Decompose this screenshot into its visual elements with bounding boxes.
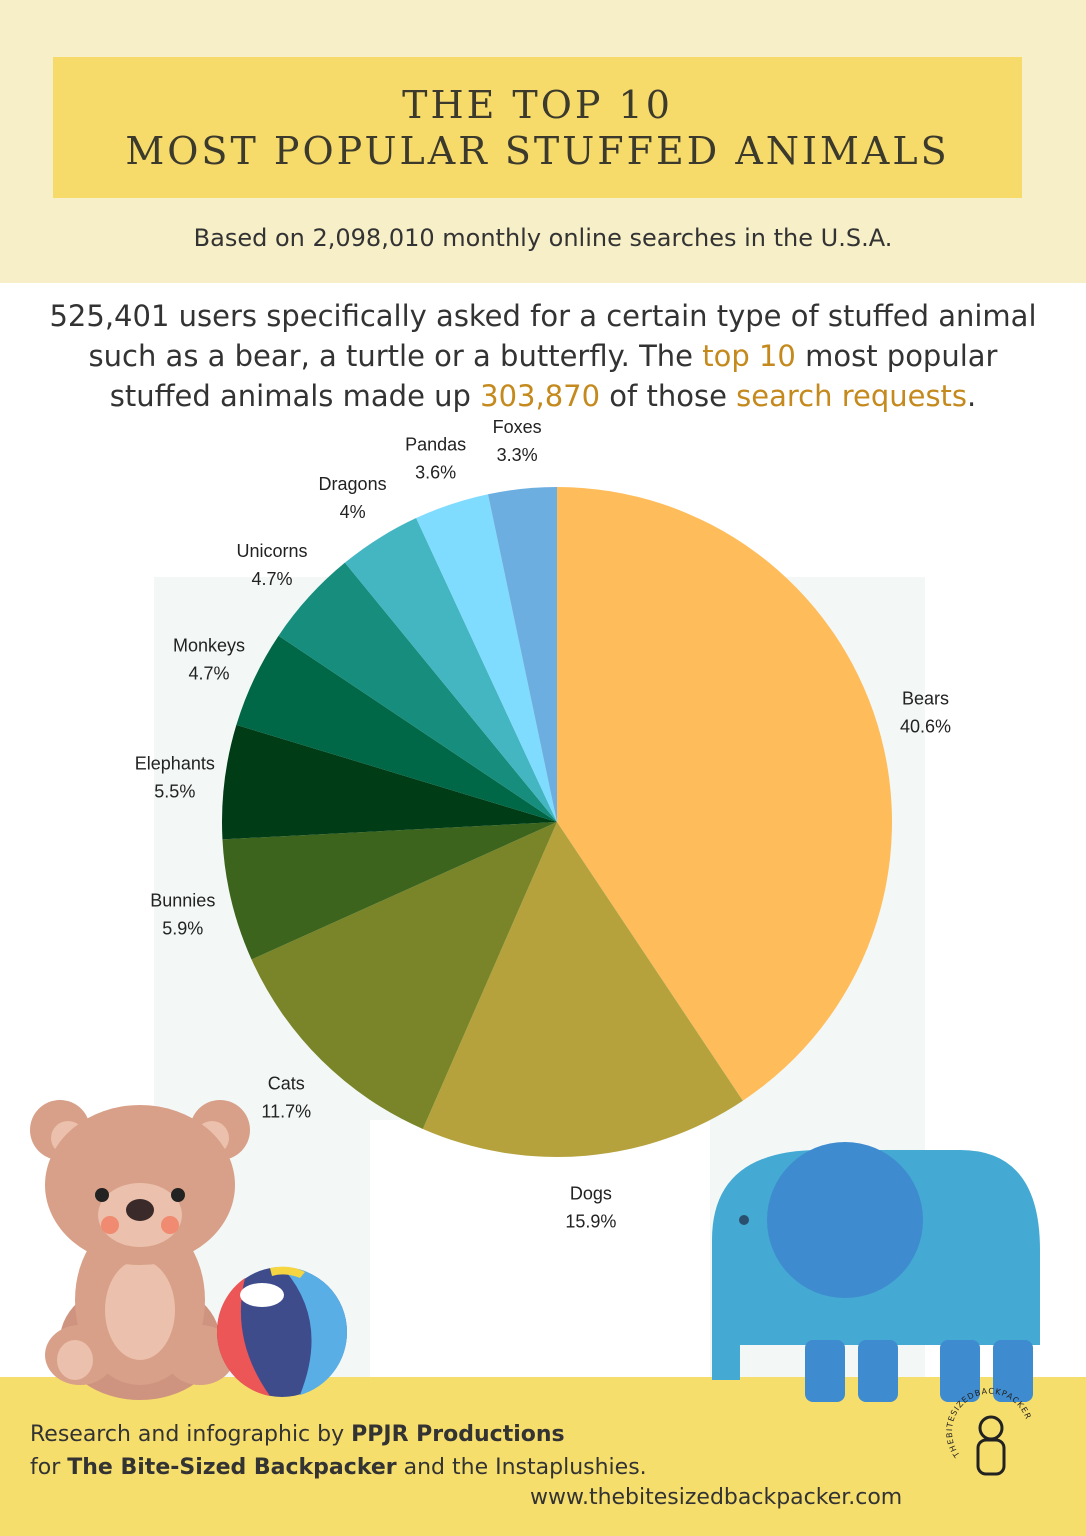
- pie-slice: [422, 822, 743, 1157]
- pie-slice: [251, 822, 558, 1129]
- title: THE TOP 10 MOST POPULAR STUFFED ANIMALS: [53, 57, 1022, 198]
- slice-value: 4.7%: [252, 569, 293, 589]
- pie-slice: [221, 724, 557, 840]
- text-segment: and the Instaplushies.: [396, 1455, 647, 1480]
- slice-value: 40.6%: [900, 716, 951, 736]
- text-segment: PPJR Productions: [351, 1422, 565, 1447]
- text-segment: 303,870: [480, 379, 601, 413]
- slice-value: 5.9%: [162, 919, 203, 939]
- slice-label: Pandas: [405, 435, 466, 455]
- footer-band: [0, 1377, 1086, 1536]
- slice-label: Cats: [268, 1074, 305, 1094]
- slice-label: Bunnies: [150, 891, 215, 911]
- slice-label: Foxes: [493, 417, 542, 437]
- text-segment: top 10: [702, 339, 796, 373]
- slice-value: 3.3%: [497, 445, 538, 465]
- pie-slice: [278, 562, 557, 822]
- slice-value: 5.5%: [154, 782, 195, 802]
- footer-line: for The Bite-Sized Backpacker and the In…: [30, 1455, 647, 1480]
- pie-slice: [487, 487, 557, 822]
- pie-chart: Bears 40.6% Dogs 15.9% Cats 11.7% Bunnies 5.9% E…: [135, 417, 951, 1231]
- text-segment: The Bite-Sized Backpacker: [67, 1455, 397, 1480]
- text-segment: Research and infographic by: [30, 1422, 352, 1447]
- slice-value: 4.7%: [188, 663, 229, 683]
- footer-url: www.thebitesizedbackpacker.com: [530, 1485, 903, 1510]
- slice-label: Elephants: [135, 754, 215, 774]
- title-line: THE TOP 10: [402, 82, 673, 127]
- slice-label: Dogs: [570, 1184, 612, 1204]
- slice-value: 11.7%: [261, 1102, 311, 1122]
- pie-slice: [236, 635, 557, 822]
- slice-label: Monkeys: [173, 635, 245, 655]
- intro-text: 525,401 users specifically asked for a c…: [40, 296, 1046, 416]
- slice-value: 4%: [340, 502, 366, 522]
- pie-slice: [344, 518, 557, 822]
- beach-ball: [216, 1266, 348, 1397]
- slice-label: Bears: [902, 688, 949, 708]
- title-box: [53, 57, 1022, 198]
- text-segment: for: [30, 1455, 68, 1480]
- pie-slice: [416, 494, 557, 822]
- elephant: [712, 1142, 1040, 1402]
- title-line: MOST POPULAR STUFFED ANIMALS: [125, 128, 950, 173]
- footer-line: Research and infographic by PPJR Product…: [30, 1422, 565, 1447]
- text-segment: search requests: [736, 379, 968, 413]
- slice-label: Dragons: [319, 474, 387, 494]
- text-segment: .: [967, 379, 977, 413]
- pie-slice: [557, 487, 893, 1101]
- slice-value: 15.9%: [565, 1212, 616, 1232]
- teddy-bear: [30, 1100, 250, 1400]
- subtitle: Based on 2,098,010 monthly online search…: [193, 224, 893, 252]
- text-segment: of those: [600, 379, 737, 413]
- slice-value: 3.6%: [415, 463, 456, 483]
- text-segment: 525,401 users specifically asked for a c…: [49, 299, 1037, 373]
- slice-label: Unicorns: [237, 541, 308, 561]
- panel-gap: [370, 1120, 710, 1380]
- pie-slice: [222, 822, 557, 960]
- text-segment: most popular stuffed animals made up: [109, 339, 998, 413]
